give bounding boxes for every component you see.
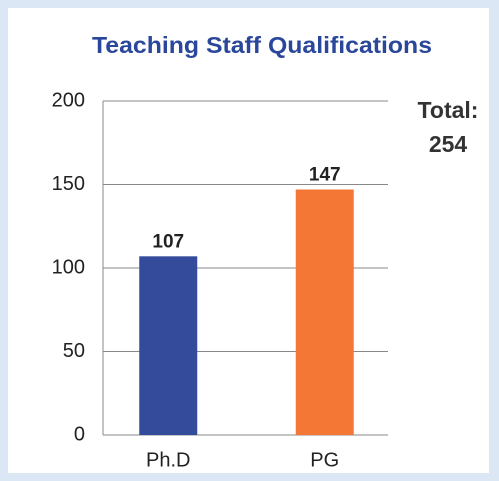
y-tick-label: 0 — [74, 423, 85, 445]
annotation-value: 254 — [429, 131, 468, 157]
y-tick-label: 150 — [52, 173, 85, 195]
chart-title: Teaching Staff Qualifications — [92, 32, 432, 58]
x-tick-label: Ph.D — [146, 449, 190, 471]
annotation-label: Total: — [418, 97, 479, 123]
y-tick-label: 50 — [63, 340, 85, 362]
bar — [295, 189, 354, 435]
bar — [139, 256, 198, 435]
x-tick-label: PG — [310, 449, 339, 471]
y-tick-label: 100 — [52, 256, 85, 278]
value-label: 147 — [309, 165, 341, 186]
value-label: 107 — [152, 231, 184, 252]
panel — [8, 8, 489, 473]
y-tick-label: 200 — [52, 89, 85, 111]
